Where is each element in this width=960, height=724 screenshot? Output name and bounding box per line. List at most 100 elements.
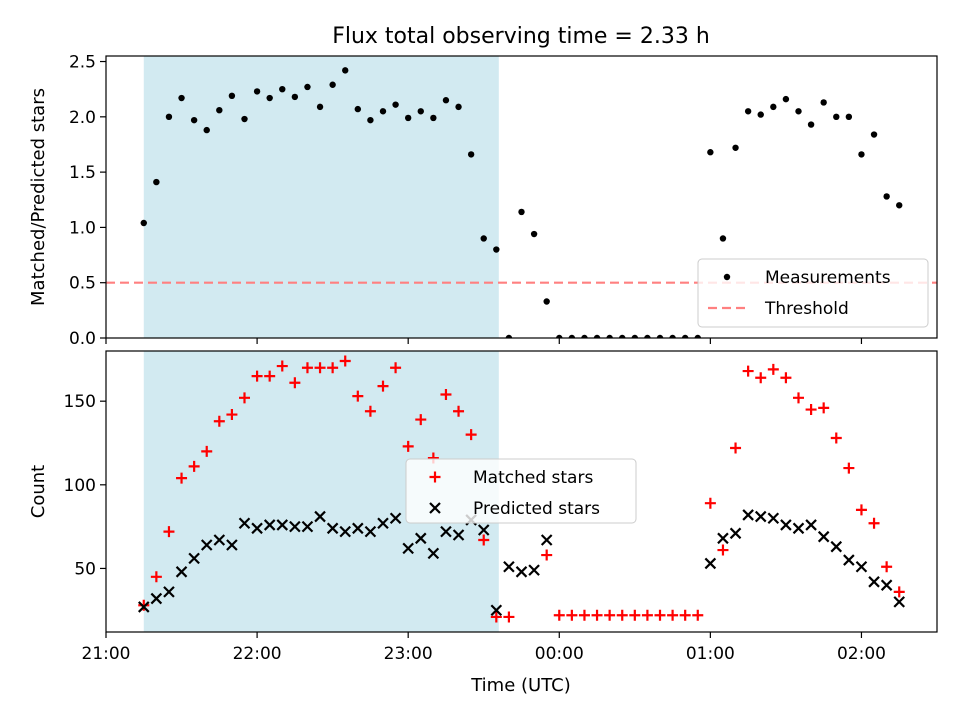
plot-frame bbox=[105, 350, 938, 633]
x-tick-label: 01:00 bbox=[686, 644, 735, 664]
matched-star-point bbox=[364, 405, 376, 417]
x-tick-label: 00:00 bbox=[535, 644, 584, 664]
predicted-star-point bbox=[213, 534, 226, 546]
measurement-point bbox=[530, 230, 538, 238]
predicted-star-point bbox=[364, 525, 377, 538]
predicted-star-point bbox=[402, 542, 414, 555]
matched-star-point bbox=[289, 377, 301, 389]
y-tick-label: 1.0 bbox=[69, 218, 96, 238]
predicted-star-point bbox=[339, 525, 352, 538]
y-tick-label: 1.5 bbox=[69, 163, 96, 183]
measurement-point bbox=[279, 85, 286, 93]
measurement-point bbox=[807, 121, 815, 128]
chart-title: Flux total observing time = 2.33 h bbox=[332, 24, 710, 49]
predicted-star-point bbox=[704, 557, 717, 570]
y-tick-label: 0.0 bbox=[69, 329, 96, 349]
measurement-point bbox=[858, 151, 865, 158]
measurement-point bbox=[140, 219, 147, 227]
measurement-point bbox=[228, 92, 236, 100]
legend: Matched stars Predicted stars bbox=[405, 458, 637, 524]
matched-star-point bbox=[276, 360, 288, 372]
matched-star-point bbox=[188, 460, 200, 472]
matched-star-point bbox=[893, 586, 905, 598]
predicted-star-point bbox=[263, 519, 276, 531]
matched-star-point bbox=[780, 372, 792, 384]
matched-star-point bbox=[855, 504, 867, 516]
predicted-star-point bbox=[792, 522, 805, 535]
predicted-star-point bbox=[414, 532, 427, 545]
matched-star-point bbox=[327, 362, 339, 374]
measurement-point bbox=[417, 108, 424, 115]
measurement-point bbox=[820, 99, 827, 106]
x-tick-label: 02:00 bbox=[837, 644, 886, 664]
predicted-star-point bbox=[276, 519, 289, 531]
predicted-star-point bbox=[326, 522, 339, 535]
matched-star-point bbox=[805, 404, 817, 416]
matched-star-point bbox=[213, 415, 225, 427]
matched-star-point bbox=[264, 370, 276, 382]
matched-star-point bbox=[377, 380, 389, 392]
x-axis-label: Time (UTC) bbox=[470, 675, 571, 696]
matched-star-point bbox=[578, 609, 590, 621]
predicted-star-point bbox=[200, 539, 213, 551]
predicted-star-point bbox=[742, 509, 754, 521]
legend-plus-icon bbox=[429, 471, 441, 483]
measurement-point bbox=[669, 334, 676, 338]
measurement-point bbox=[404, 114, 412, 122]
x-tick-label: 23:00 bbox=[384, 644, 433, 664]
predicted-star-point bbox=[855, 560, 868, 573]
legend-dot-icon bbox=[723, 273, 731, 281]
measurement-point bbox=[757, 111, 764, 118]
measurement-point bbox=[556, 334, 563, 338]
measurement-point bbox=[732, 144, 739, 151]
measurement-point bbox=[153, 178, 160, 186]
series-matched-stars bbox=[138, 355, 905, 623]
matched-star-point bbox=[881, 561, 893, 573]
legend-box bbox=[697, 258, 929, 328]
measurement-point bbox=[430, 114, 437, 122]
predicted-star-point bbox=[830, 540, 843, 553]
measurement-point bbox=[581, 334, 588, 338]
measurement-point bbox=[681, 334, 689, 338]
predicted-star-point bbox=[226, 539, 238, 551]
measurement-point bbox=[329, 81, 336, 88]
predicted-star-point bbox=[440, 525, 452, 538]
predicted-star-point bbox=[540, 534, 553, 546]
predicted-star-point bbox=[477, 524, 490, 536]
predicted-star-point bbox=[452, 529, 465, 541]
matched-star-point bbox=[440, 388, 452, 400]
predicted-star-point bbox=[137, 601, 150, 613]
x-tick-label: 21:00 bbox=[82, 644, 131, 664]
measurement-point bbox=[631, 334, 639, 338]
measurement-point bbox=[442, 97, 450, 104]
matched-star-point bbox=[339, 355, 351, 367]
legend-box bbox=[405, 458, 637, 524]
matched-star-point bbox=[490, 611, 502, 623]
measurement-point bbox=[619, 334, 626, 338]
measurement-point bbox=[833, 113, 840, 121]
predicted-star-point bbox=[717, 532, 729, 545]
predicted-star-point bbox=[767, 512, 780, 525]
matched-star-point bbox=[415, 414, 427, 426]
measurement-point bbox=[694, 334, 701, 338]
count-panel: 50 100 150 21:00 22:00 23:00 00:00 01:00 02:00 Co… bbox=[28, 350, 938, 664]
measurement-point bbox=[795, 108, 802, 115]
measurement-point bbox=[253, 88, 261, 95]
predicted-star-point bbox=[893, 596, 906, 608]
measurement-point bbox=[644, 334, 651, 338]
measurement-point bbox=[266, 94, 273, 102]
measurement-point bbox=[342, 67, 349, 74]
measurement-point bbox=[165, 113, 173, 121]
measurement-point bbox=[719, 235, 727, 242]
measurement-point bbox=[606, 334, 613, 338]
matched-star-point bbox=[201, 445, 213, 457]
y-tick-label: 150 bbox=[64, 392, 96, 412]
matched-star-point bbox=[830, 432, 842, 444]
measurement-point bbox=[883, 193, 890, 200]
measurement-point bbox=[178, 94, 185, 102]
predicted-star-point bbox=[163, 586, 175, 598]
measurement-point bbox=[845, 113, 853, 121]
ratio-panel: 0.0 0.5 1.0 1.5 2.0 2.5 Matched/Predicted star… bbox=[28, 53, 938, 349]
